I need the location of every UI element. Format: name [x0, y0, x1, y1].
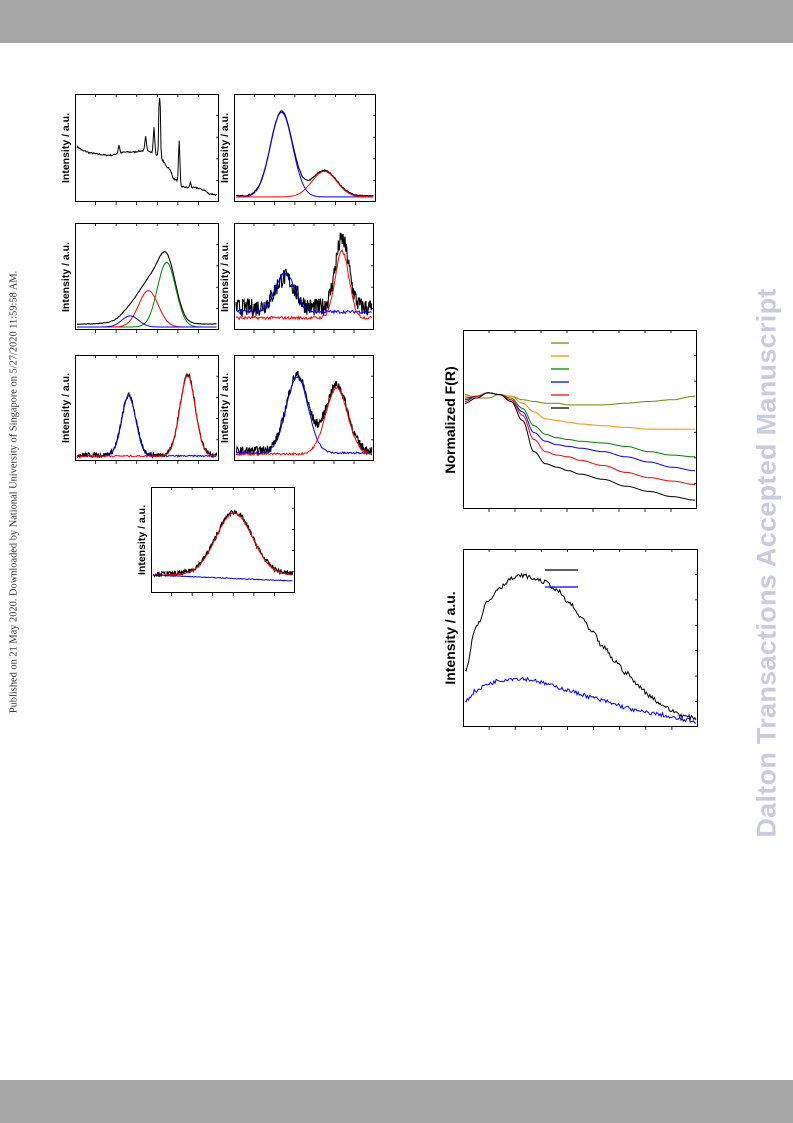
series-line-e-2: [76, 375, 217, 458]
plot-frame-a: [75, 94, 219, 202]
plot-frame-b: [234, 94, 376, 202]
series-line-e-0: [76, 372, 218, 460]
panel-e-plot: [75, 355, 219, 464]
panel-a: [75, 94, 219, 205]
series-line-uvvis-4: [464, 392, 695, 485]
plot-frame-pl: [463, 549, 698, 727]
panel-f: [234, 355, 374, 464]
series-line-g-2: [152, 574, 293, 582]
series-line-uvvis-2: [465, 392, 695, 458]
panel-pl-plot: [463, 549, 698, 730]
plot-frame-c: [75, 223, 219, 330]
series-line-c-1: [77, 261, 217, 328]
series-line-g-0: [152, 509, 294, 579]
series-line-b-2: [236, 170, 374, 198]
series-line-d-1: [235, 271, 372, 315]
series-line-uvvis-0: [464, 393, 695, 406]
series-line-b-1: [236, 111, 374, 198]
panel-uvvis: [463, 330, 697, 512]
panel-b-plot: [234, 94, 376, 205]
publication-note-text: Published on 21 May 2020. Downloaded by …: [8, 270, 20, 714]
panel-uvvis-plot: [463, 330, 697, 512]
series-line-c-0: [76, 251, 217, 325]
footer-band: [0, 1080, 793, 1123]
series-line-uvvis-5: [464, 392, 695, 501]
series-line-d-2: [235, 248, 372, 321]
panel-f-plot: [234, 355, 374, 464]
series-line-pl-0: [464, 572, 697, 721]
panel-d-plot: [234, 223, 374, 333]
panel-c-plot: [75, 223, 219, 333]
series-line-d-0: [235, 232, 373, 319]
plot-frame-uvvis: [463, 330, 697, 509]
plot-frame-d: [234, 223, 374, 330]
panel-c: [75, 223, 219, 333]
panel-g: [151, 487, 295, 596]
series-line-f-2: [235, 386, 372, 457]
panel-e: [75, 355, 219, 464]
series-line-g-1: [152, 512, 293, 576]
series-line-c-3: [77, 315, 217, 328]
series-line-f-0: [235, 370, 373, 457]
plot-frame-g: [151, 487, 295, 593]
panel-g-plot: [151, 487, 295, 596]
journal-watermark-text: Dalton Transactions Accepted Manuscript: [751, 288, 782, 838]
series-line-f-1: [235, 375, 372, 455]
header-band: [0, 0, 793, 43]
panel-b: [234, 94, 376, 205]
series-line-pl-1: [464, 676, 696, 724]
series-line-b-0: [236, 110, 374, 198]
panel-pl: [463, 549, 698, 730]
series-line-uvvis-1: [465, 392, 695, 430]
plot-frame-e: [75, 355, 219, 461]
panel-a-plot: [75, 94, 219, 205]
series-line-a-0: [76, 97, 217, 197]
plot-frame-f: [234, 355, 374, 461]
panel-d: [234, 223, 374, 333]
